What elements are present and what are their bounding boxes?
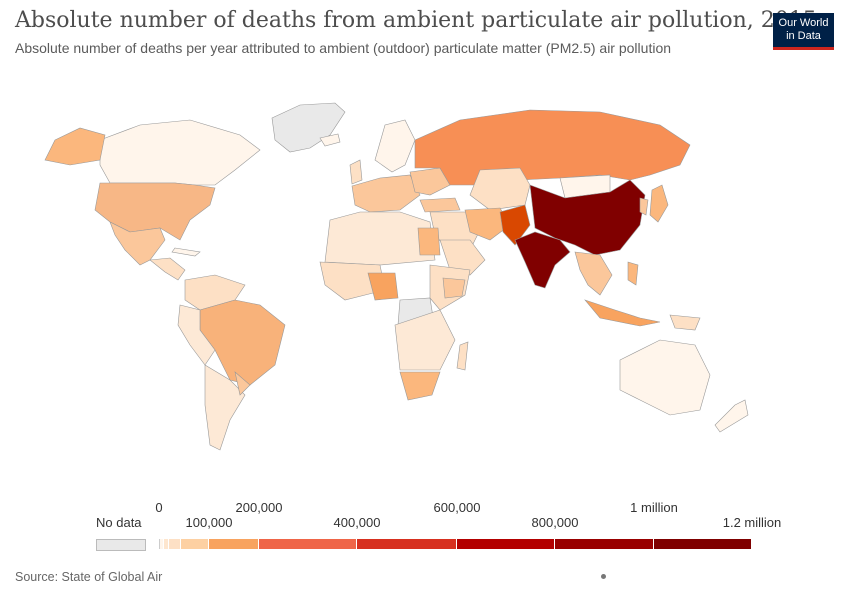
legend-bin-8 [457,539,555,549]
chart-subtitle: Absolute number of deaths per year attri… [15,40,672,56]
country-russia[interactable] [414,109,691,186]
legend-tick-1million: 1 million [630,500,678,515]
country-india[interactable] [514,231,571,289]
country-iran[interactable] [464,207,511,241]
country-nigeria[interactable] [367,272,399,301]
country-eastern-europe[interactable] [409,167,451,196]
legend-no-data-swatch [96,539,146,551]
legend-bin-2 [164,539,169,549]
legend-no-data-label: No data [96,515,142,530]
country-cuba[interactable] [171,247,201,257]
legend-tick-200000: 200,000 [235,500,283,515]
legend-tick-400000: 400,000 [333,515,381,530]
legend-tick-800000: 800,000 [531,515,579,530]
country-japan[interactable] [649,184,669,223]
world-map [44,102,749,451]
country-peru-bolivia[interactable] [177,304,216,366]
country-south-africa[interactable] [399,371,441,401]
country-madagascar[interactable] [456,341,469,371]
country-arabia[interactable] [439,239,486,276]
country-pakistan[interactable] [499,204,531,246]
legend-bin-3 [169,539,181,549]
legend-bin-9 [555,539,654,549]
country-kazakhstan[interactable] [469,167,531,211]
logo-line-2: in Data [786,30,821,42]
country-western-europe[interactable] [351,174,421,213]
legend-bin-7 [357,539,457,549]
country-greenland[interactable] [271,102,346,153]
country-korea[interactable] [639,197,649,216]
country-papua[interactable] [669,314,701,331]
country-central-america[interactable] [149,257,186,281]
country-canada[interactable] [99,119,261,186]
source-note[interactable]: Source: State of Global Air [15,570,163,584]
timeline-dot[interactable] [601,574,606,579]
country-southern-central-africa[interactable] [394,309,456,371]
legend-tick-1-2million: 1.2 million [722,515,782,530]
country-iceland[interactable] [319,133,341,147]
country-west-africa[interactable] [319,261,386,301]
country-scandinavia[interactable] [374,119,416,173]
owid-logo[interactable]: Our World in Data [773,13,834,50]
legend-bin-4 [181,539,209,549]
country-turkey[interactable] [419,197,461,213]
country-argentina-chile[interactable] [204,364,246,451]
country-ethiopia[interactable] [442,277,466,299]
legend-tick-600000: 600,000 [433,500,481,515]
legend-tick-100000: 100,000 [185,515,233,530]
legend-bin-10 [654,539,752,549]
country-uk[interactable] [349,159,363,185]
country-china[interactable] [529,179,646,256]
legend-bin-1 [159,539,164,549]
country-indonesia[interactable] [584,299,661,327]
country-egypt[interactable] [417,227,441,256]
chart-title: Absolute number of deaths from ambient p… [15,8,817,33]
country-southeast-asia[interactable] [574,251,613,296]
country-australia[interactable] [619,339,711,416]
legend: No data 0 200,000 600,000 1 million 100,… [0,495,850,565]
legend-tick-0: 0 [155,500,163,515]
country-usa[interactable] [94,182,216,241]
legend-bin-5 [209,539,259,549]
country-alaska[interactable] [44,127,106,166]
logo-line-1: Our World [778,17,829,29]
country-new-zealand[interactable] [714,399,749,433]
country-uruguay[interactable] [234,371,251,396]
legend-bin-6 [259,539,357,549]
country-philippines[interactable] [627,261,639,286]
